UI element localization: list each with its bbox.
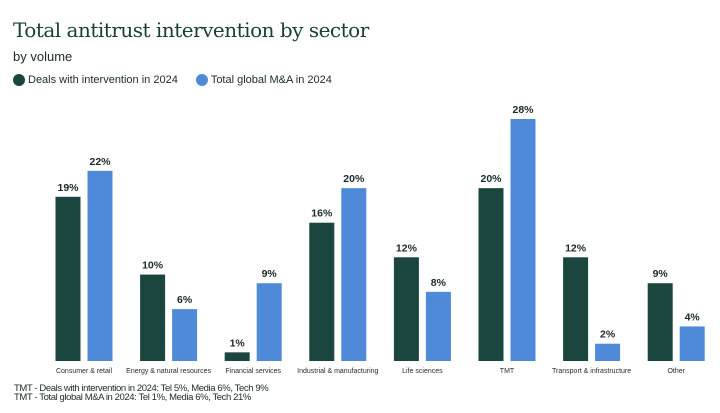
x-tick-label-financial-services: Financial services: [225, 368, 281, 375]
bar-life-sciences-deals: [393, 257, 419, 361]
chart-title: Total antitrust intervention by sector: [13, 18, 369, 42]
x-tick-label-transport-and-infrastructure: Transport & infrastructure: [552, 368, 631, 375]
bar-tmt-deals: [478, 188, 504, 361]
footnote-deals: TMT - Deals with intervention in 2024: T…: [14, 383, 269, 394]
data-label-other-global: 4%: [685, 311, 701, 323]
bar-transport-and-infrastructure-deals: [563, 257, 589, 361]
bar-consumer-and-retail-deals: [55, 196, 81, 361]
data-label-transport-and-infrastructure-global: 2%: [600, 329, 616, 341]
data-label-life-sciences-global: 8%: [431, 277, 447, 289]
bar-energy-and-natural-resources-deals: [140, 274, 166, 361]
data-label-industrial-and-manufacturing-global: 20%: [343, 173, 365, 185]
legend-item-deals: Deals with intervention in 2024: [13, 74, 178, 86]
bar-industrial-and-manufacturing-global: [341, 188, 367, 361]
x-tick-label-industrial-and-manufacturing: Industrial & manufacturing: [297, 368, 378, 375]
data-label-energy-and-natural-resources-global: 6%: [177, 294, 193, 306]
bar-life-sciences-global: [425, 291, 451, 361]
data-label-transport-and-infrastructure-deals: 12%: [565, 242, 587, 254]
bar-other-global: [679, 326, 705, 361]
legend-label-global: Total global M&A in 2024: [210, 74, 332, 86]
data-label-tmt-global: 28%: [512, 104, 534, 116]
legend: Deals with intervention in 2024 Total gl…: [13, 74, 350, 86]
x-tick-label-energy-and-natural-resources: Energy & natural resources: [126, 368, 211, 375]
legend-label-deals: Deals with intervention in 2024: [28, 74, 178, 86]
data-label-financial-services-global: 9%: [262, 268, 278, 280]
data-label-consumer-and-retail-deals: 19%: [57, 182, 79, 194]
chart-subtitle: by volume: [13, 49, 73, 64]
bar-financial-services-global: [256, 283, 282, 361]
x-tick-label-tmt: TMT: [500, 368, 515, 375]
legend-swatch-deals: [13, 74, 25, 86]
bar-financial-services-deals: [224, 352, 250, 361]
footnote-global: TMT - Total global M&A in 2024: Tel 1%, …: [14, 392, 251, 403]
data-label-other-deals: 9%: [653, 268, 669, 280]
x-tick-label-other: Other: [667, 368, 685, 375]
data-label-tmt-deals: 20%: [480, 173, 502, 185]
x-tick-label-consumer-and-retail: Consumer & retail: [56, 368, 112, 375]
data-label-energy-and-natural-resources-deals: 10%: [142, 260, 164, 272]
data-label-industrial-and-manufacturing-deals: 16%: [311, 208, 333, 220]
bar-transport-and-infrastructure-global: [595, 343, 621, 361]
bar-consumer-and-retail-global: [87, 170, 113, 361]
legend-item-global: Total global M&A in 2024: [195, 74, 332, 86]
legend-swatch-global: [195, 74, 208, 86]
bar-industrial-and-manufacturing-deals: [309, 222, 335, 361]
bar-energy-and-natural-resources-global: [172, 309, 198, 361]
x-tick-label-life-sciences: Life sciences: [402, 368, 443, 375]
data-label-life-sciences-deals: 12%: [396, 242, 418, 254]
bar-other-deals: [647, 283, 673, 361]
bar-tmt-global: [510, 119, 536, 361]
data-label-consumer-and-retail-global: 22%: [89, 156, 111, 168]
data-label-financial-services-deals: 1%: [230, 337, 246, 349]
